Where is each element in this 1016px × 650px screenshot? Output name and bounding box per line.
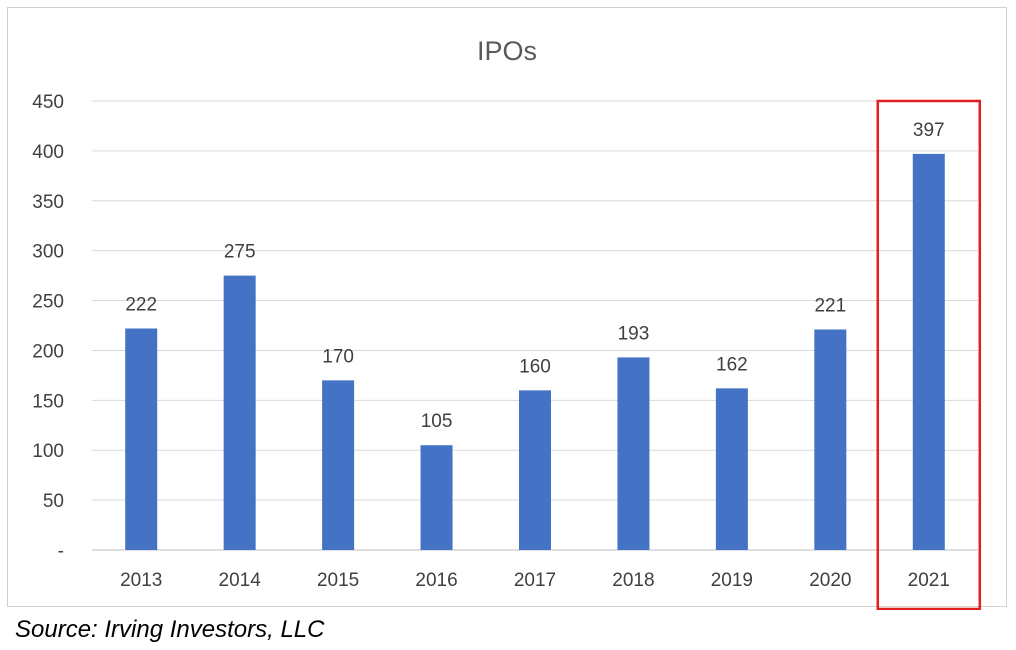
y-tick-label: 50 — [43, 491, 64, 512]
bar-2018 — [617, 357, 650, 550]
highlight-layer — [876, 99, 982, 610]
data-label-2017: 160 — [519, 356, 551, 377]
y-tick-label: 350 — [32, 192, 64, 213]
data-label-2018: 193 — [618, 323, 650, 344]
bar-2020 — [814, 329, 847, 550]
y-tick-label: 450 — [32, 92, 64, 113]
data-label-2013: 222 — [125, 294, 157, 315]
highlight-box — [876, 99, 982, 610]
x-tick-label-2014: 2014 — [219, 570, 262, 591]
bar-2017 — [519, 390, 551, 550]
data-label-2016: 105 — [421, 411, 453, 432]
x-tick-label-2018: 2018 — [612, 570, 654, 591]
y-tick-label: 250 — [32, 292, 64, 313]
y-tick-label: 400 — [32, 142, 64, 163]
data-label-2021: 397 — [913, 120, 945, 141]
x-tick-label-2021: 2021 — [908, 570, 950, 591]
x-axis-ticks: 2013 2014 2015 2016 2017 2018 2019 2020 2021 — [120, 570, 950, 591]
data-labels: 222 275 170 105 160 193 162 221 397 — [125, 120, 944, 432]
bar-chart: IPOs - 50 100 150 200 250 300 350 400 450 222 275 1… — [32, 36, 982, 610]
y-tick-label: - — [58, 541, 64, 562]
x-tick-label-2013: 2013 — [120, 570, 162, 591]
bar-2014 — [223, 275, 256, 550]
bar-2016 — [420, 445, 453, 550]
x-tick-label-2020: 2020 — [809, 570, 851, 591]
bar-2015 — [322, 380, 355, 550]
bar-2019 — [715, 388, 748, 550]
y-axis-ticks: - 50 100 150 200 250 300 350 400 450 — [32, 92, 64, 562]
bars — [125, 153, 945, 551]
y-tick-label: 200 — [32, 341, 64, 362]
y-tick-label: 100 — [32, 441, 64, 462]
y-tick-label: 150 — [32, 391, 64, 412]
data-label-2015: 170 — [322, 346, 354, 367]
x-tick-label-2016: 2016 — [415, 570, 457, 591]
chart-title: IPOs — [477, 36, 537, 66]
x-tick-label-2015: 2015 — [317, 570, 359, 591]
y-tick-label: 300 — [32, 242, 64, 263]
data-label-2019: 162 — [716, 354, 748, 375]
bar-2013 — [125, 328, 158, 550]
data-label-2014: 275 — [224, 242, 256, 263]
data-label-2020: 221 — [814, 295, 846, 316]
x-tick-label-2019: 2019 — [711, 570, 753, 591]
bar-2021 — [912, 153, 945, 551]
x-tick-label-2017: 2017 — [514, 570, 556, 591]
source-note: Source: Irving Investors, LLC — [15, 616, 325, 643]
